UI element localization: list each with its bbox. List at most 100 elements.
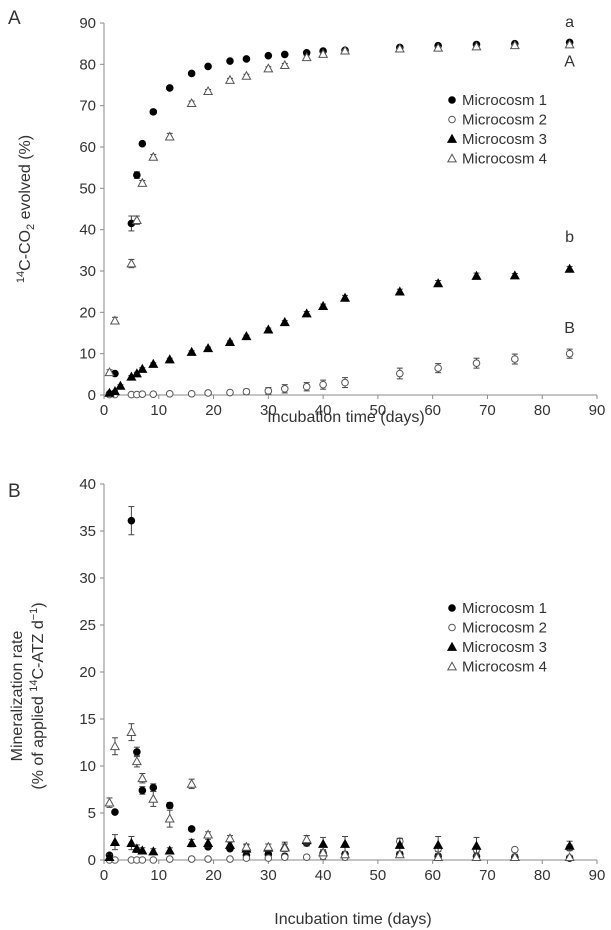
panel-a-x-tick-label: 80 (534, 402, 551, 419)
data-point (204, 62, 212, 71)
panel-b-x-tick-label: 60 (424, 867, 441, 884)
data-point (148, 358, 159, 368)
data-point (264, 387, 273, 395)
panel-b-legend: Microcosm 1 Microcosm 2 Microcosm 3 Microco… (446, 600, 547, 676)
data-point (164, 131, 175, 141)
data-point (138, 786, 147, 795)
panel-a-y-ticks: 0 10 20 30 40 50 60 70 80 90 (79, 15, 104, 404)
panel-b-letter: B (8, 481, 21, 502)
data-point (149, 108, 158, 116)
data-point (341, 378, 349, 387)
panel-a-y-tick-label: 0 (88, 387, 96, 404)
data-point (224, 839, 236, 849)
data-point (226, 388, 234, 397)
data-point (149, 783, 158, 792)
data-point (165, 855, 174, 863)
data-point (187, 69, 196, 78)
panel-b-series-3 (104, 834, 575, 862)
legend-label: Microcosm 1 (462, 600, 547, 617)
data-point (433, 42, 444, 52)
panel-b-series-1 (105, 506, 574, 862)
data-point (509, 40, 520, 50)
data-point (433, 851, 444, 862)
legend-label: Microcosm 3 (462, 639, 547, 656)
panel-a-x-tick-label: 10 (150, 402, 167, 419)
data-point (241, 331, 252, 341)
legend-label: Microcosm 4 (462, 659, 547, 676)
data-point (104, 851, 115, 862)
data-point (339, 838, 351, 848)
panel-a-y-tick-label: 10 (79, 346, 96, 363)
data-point (242, 387, 251, 396)
panel-b-x-tick-label: 0 (100, 867, 108, 884)
data-point (186, 346, 197, 356)
data-point (111, 808, 119, 816)
panel-a-series (104, 38, 575, 399)
legend-marker (446, 153, 458, 163)
data-point (137, 845, 148, 855)
legend-marker (446, 641, 458, 651)
panel-a-y-tick-label: 30 (79, 263, 96, 280)
data-point (565, 349, 574, 358)
data-point (339, 45, 351, 55)
data-point (138, 139, 147, 148)
data-point (187, 825, 196, 833)
data-point (187, 389, 196, 398)
data-point (164, 354, 175, 364)
data-point (138, 390, 147, 398)
data-point (301, 308, 312, 318)
panel-b-x-tick-label: 80 (534, 867, 551, 884)
data-point (148, 846, 159, 856)
data-point (394, 43, 405, 53)
data-point (241, 70, 252, 80)
data-point (137, 363, 148, 373)
data-point (242, 854, 251, 862)
legend-marker (448, 96, 456, 104)
data-point (133, 171, 141, 179)
data-point (280, 385, 289, 393)
legend-label: Microcosm 1 (462, 92, 547, 109)
panel-b-x-tick-label: 10 (150, 867, 167, 884)
panel-a-y-axis-title: 14C-CO2 evolved (%) (15, 135, 37, 283)
data-point (264, 51, 273, 60)
panel-b-y-tick-label: 30 (79, 570, 96, 587)
data-point (509, 851, 520, 862)
panel-b-x-ticks: 0 10 20 30 40 50 60 70 80 90 (100, 860, 605, 884)
data-point (564, 840, 575, 850)
panel-a-series-2 (105, 348, 574, 399)
data-point (187, 855, 196, 863)
panel-b-y-axis-title-line1: Mineralization rate (9, 631, 26, 762)
data-point (509, 270, 520, 280)
data-point (131, 368, 142, 378)
data-point (127, 516, 136, 525)
panel-b-series-2 (105, 837, 574, 864)
data-point (203, 837, 214, 847)
legend-label: Microcosm 3 (462, 131, 547, 148)
panel-b-x-tick-label: 70 (479, 867, 496, 884)
panel-a-series-4 (104, 39, 575, 377)
data-point (131, 756, 142, 766)
legend-marker (446, 661, 458, 671)
data-point (137, 177, 148, 187)
data-point (204, 389, 212, 397)
data-point (203, 85, 214, 96)
data-point (131, 843, 142, 853)
panel-b-y-axis-title-part: ) (30, 602, 47, 607)
data-point (115, 380, 126, 390)
data-point (564, 263, 575, 273)
data-point (126, 726, 137, 737)
panel-b-y-tick-label: 0 (88, 852, 96, 869)
panel-a-y-tick-label: 50 (79, 180, 96, 197)
data-point (186, 837, 197, 847)
data-point (149, 390, 158, 398)
data-point (280, 853, 289, 861)
panel-a-x-tick-label: 0 (100, 402, 108, 419)
data-point (394, 849, 405, 859)
panel-b-x-tick-label: 40 (315, 867, 332, 884)
panel-b-y-axis-title-part: C-ATZ d (30, 620, 47, 679)
data-point (472, 359, 481, 367)
legend-marker (446, 133, 458, 143)
data-point (279, 59, 290, 70)
panel-a-x-tick-label: 90 (589, 402, 606, 419)
